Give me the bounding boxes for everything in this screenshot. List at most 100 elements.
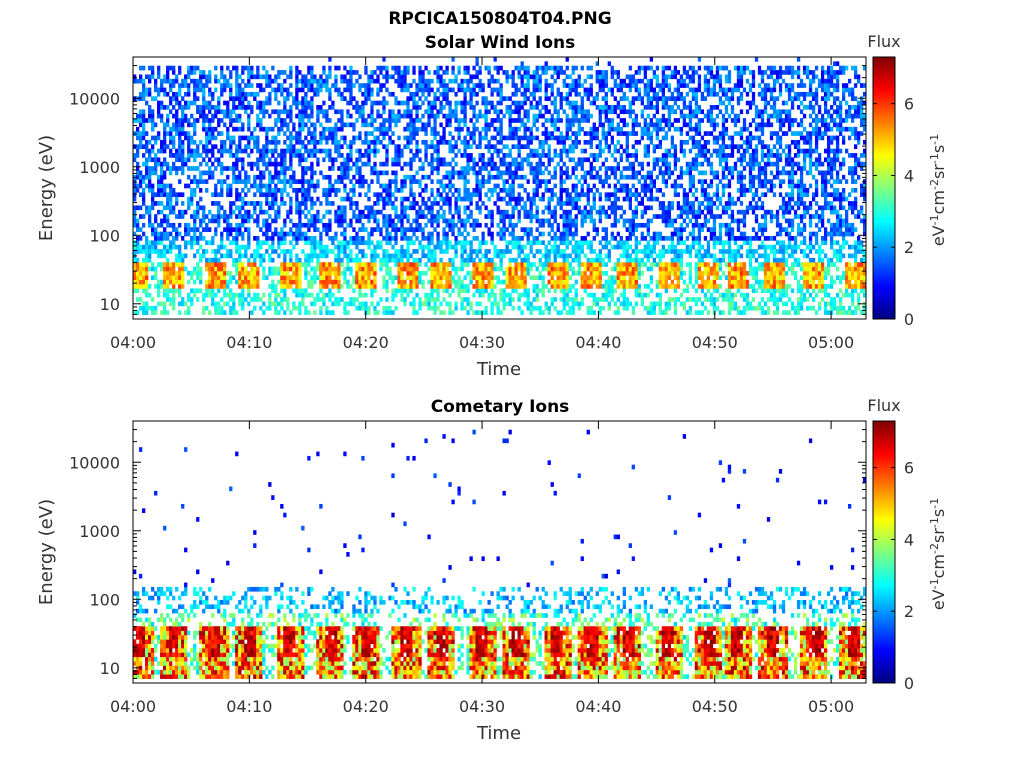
spectrogram-cell [163, 170, 167, 176]
spectrogram-cell [301, 196, 305, 202]
spectrogram-cell [571, 218, 575, 224]
spectrogram-cell [409, 96, 413, 101]
spectrogram-cell [280, 284, 284, 289]
spectrogram-cell [502, 157, 506, 163]
spectrogram-cell [148, 209, 152, 215]
spectrogram-cell [241, 87, 245, 93]
spectrogram-cell [142, 275, 146, 280]
spectrogram-cell [349, 179, 353, 184]
spectrogram-cell [217, 157, 221, 163]
spectrogram-cell [157, 183, 161, 189]
spectrogram-cell [511, 288, 515, 294]
spectrogram-cell [514, 240, 518, 246]
spectrogram-cell [505, 214, 509, 219]
spectrogram-cell [457, 209, 461, 215]
spectrogram-cell [262, 170, 266, 176]
spectrogram-cell [553, 266, 557, 272]
spectrogram-cell [412, 231, 416, 237]
spectrogram-cell [274, 87, 278, 93]
spectrogram-cell [271, 161, 275, 167]
spectrogram-cell [271, 236, 275, 241]
spectrogram-cell [496, 78, 500, 84]
spectrogram-cell [427, 105, 431, 110]
spectrogram-cell [148, 218, 152, 224]
spectrogram-cell [292, 262, 296, 267]
spectrogram-cell [571, 301, 575, 307]
spectrogram-cell [568, 196, 572, 202]
spectrogram-cell [481, 96, 485, 101]
spectrogram-cell [157, 236, 161, 241]
spectrogram-cell [487, 139, 491, 145]
spectrogram-cell [169, 100, 173, 106]
spectrogram-cell [547, 257, 551, 263]
spectrogram-cell [565, 166, 569, 171]
spectrogram-cell [364, 253, 368, 259]
spectrogram-cell [373, 166, 377, 171]
spectrogram-cell [187, 222, 191, 228]
spectrogram-cell [331, 135, 335, 141]
spectrogram-cell [166, 257, 170, 263]
spectrogram-cell [574, 253, 578, 259]
spectrogram-cell [571, 83, 575, 88]
spectrogram-cell [244, 179, 248, 184]
spectrogram-cell [556, 310, 560, 315]
spectrogram-cell [385, 288, 389, 294]
spectrogram-cell [499, 253, 503, 259]
spectrogram-cell [412, 192, 416, 198]
spectrogram-cell [496, 166, 500, 171]
spectrogram-cell [310, 74, 314, 80]
spectrogram-cell [229, 144, 233, 149]
spectrogram-cell [475, 183, 479, 189]
spectrogram-cell [235, 205, 239, 211]
spectrogram-cell [217, 275, 221, 280]
spectrogram-cell [325, 231, 329, 237]
spectrogram-cell [379, 170, 383, 176]
spectrogram-cell [271, 231, 275, 237]
spectrogram-cell [490, 174, 494, 180]
spectrogram-cell [388, 222, 392, 228]
spectrogram-cell [277, 139, 281, 145]
spectrogram-cell [280, 227, 284, 232]
spectrogram-cell [202, 170, 206, 176]
spectrogram-cell [292, 244, 296, 250]
spectrogram-cell [274, 166, 278, 171]
spectrogram-cell [232, 118, 236, 123]
spectrogram-cell [325, 188, 329, 193]
spectrogram-cell [322, 70, 326, 75]
spectrogram-cell [169, 244, 173, 250]
spectrogram-cell [208, 174, 212, 180]
spectrogram-cell [307, 118, 311, 123]
spectrogram-cell [577, 157, 581, 163]
spectrogram-cell [340, 205, 344, 211]
spectrogram-cell [244, 91, 248, 97]
spectrogram-cell [574, 65, 578, 71]
spectrogram-cell [526, 135, 530, 141]
spectrogram-cell [373, 144, 377, 149]
spectrogram-cell [265, 161, 269, 167]
spectrogram-cell [157, 301, 161, 307]
spectrogram-cell [217, 131, 221, 136]
spectrogram-cell [514, 279, 518, 285]
spectrogram-cell [358, 87, 362, 93]
spectrogram-cell [283, 270, 287, 276]
spectrogram-cell [394, 122, 398, 128]
spectrogram-cell [550, 65, 554, 71]
spectrogram-cell [289, 262, 293, 267]
spectrogram-cell [187, 122, 191, 128]
spectrogram-cell [541, 144, 545, 149]
spectrogram-cell [547, 270, 551, 276]
spectrogram-cell [202, 305, 206, 311]
spectrogram-cell [403, 78, 407, 84]
spectrogram-cell [244, 266, 248, 272]
spectrogram-cell [352, 105, 356, 110]
spectrogram-cell [160, 83, 164, 88]
spectrogram-cell [256, 135, 260, 141]
spectrogram-cell [223, 214, 227, 219]
spectrogram-cell [382, 96, 386, 101]
spectrogram-cell [379, 297, 383, 302]
spectrogram-cell [463, 205, 467, 211]
spectrogram-cell [385, 240, 389, 246]
spectrogram-cell [169, 288, 173, 294]
spectrogram-cell [157, 131, 161, 136]
spectrogram-cell [418, 74, 422, 80]
